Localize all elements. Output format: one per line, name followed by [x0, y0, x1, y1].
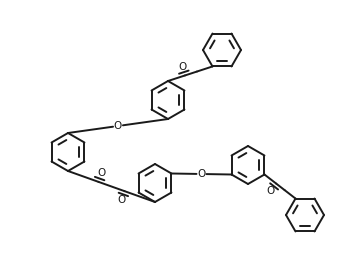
Text: O: O — [117, 195, 126, 205]
Text: O: O — [97, 168, 106, 178]
Text: O: O — [178, 62, 186, 72]
Text: O: O — [114, 121, 122, 131]
Text: O: O — [197, 169, 206, 179]
Text: O: O — [267, 186, 275, 196]
